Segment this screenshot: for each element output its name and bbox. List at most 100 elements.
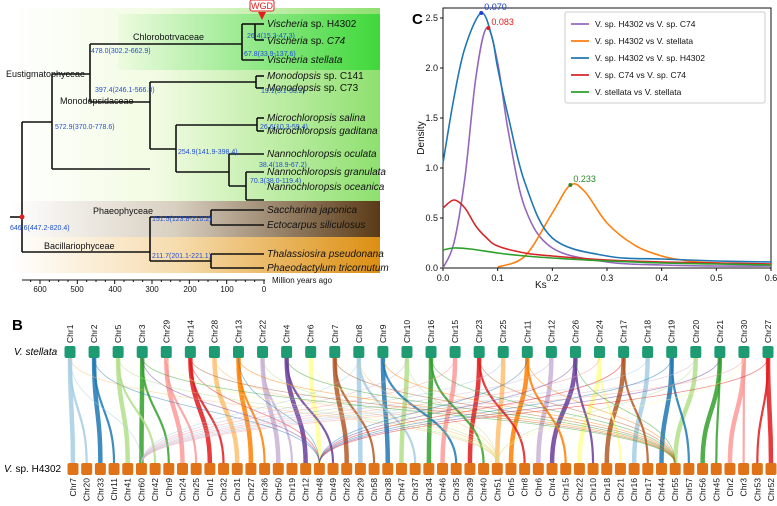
bacillariophyceae-bg [10, 237, 380, 273]
chromosome-top [666, 346, 678, 358]
chromosome-top-label: Chr8 [354, 324, 364, 343]
ks-density-chart: 0.070 0.083 0.233 0.0 0.5 1.0 1.5 2.0 2.5 0.0 0.… [416, 2, 777, 291]
chromosome-bottom [437, 463, 449, 475]
chromosome-bottom-label: Chr25 [191, 478, 201, 501]
top-genome-label: V. stellata [14, 347, 58, 358]
chromosome-top-label: Chr3 [137, 324, 147, 343]
chromosome-bottom-label: Chr10 [588, 478, 598, 501]
chromosome-bottom-label: Chr22 [574, 478, 584, 501]
chromosome-top-label: Chr17 [619, 320, 629, 343]
chromosome-bottom-label: Chr39 [465, 478, 475, 501]
species-label: Nannochloropsis oculata [267, 149, 377, 160]
chromosome-bottom-label: Chr33 [95, 478, 105, 501]
species-label: Vischeria sp. C74 [267, 36, 346, 47]
synteny-link [577, 356, 602, 465]
chromosome-bottom-label: Chr49 [328, 478, 338, 501]
chromosome-bottom [450, 463, 462, 475]
synteny-link-minor [69, 356, 142, 465]
synteny-link [598, 356, 622, 465]
chromosome-top [521, 346, 533, 358]
chromosome-top-label: Chr12 [546, 320, 556, 343]
synteny-link-minor [189, 356, 320, 465]
chromosome-top-label: Chr28 [209, 320, 219, 343]
time-tick-label: 100 [220, 285, 234, 294]
chromosome-top-label: Chr10 [402, 320, 412, 343]
chromosome-top [401, 346, 413, 358]
wgd-marker: WGD [249, 0, 275, 20]
synteny-link-minor [318, 356, 576, 465]
chromosome-bottom-label: Chr29 [355, 478, 365, 501]
chromosome-bottom-label: Chr12 [301, 478, 311, 501]
node-age: 70.3(38.0-119.4) [250, 178, 301, 185]
y-tick-label: 1.5 [425, 113, 438, 123]
synteny-link [631, 356, 650, 465]
synteny-link-minor [189, 356, 676, 465]
tree-branches [10, 23, 264, 269]
synteny-link-minor [318, 356, 721, 465]
legend-entry: V. stellata vs V. stellata [595, 87, 682, 97]
chromosome-top-label: Chr4 [282, 324, 292, 343]
chromosome-top-label: Chr19 [667, 320, 677, 343]
chromosome-bottom-label: Chr53 [752, 478, 762, 501]
group-chlorobotryaceae: Chlorobotrvaceae [133, 32, 204, 42]
y-axis-label: Density [416, 121, 427, 154]
synteny-link-minor [318, 356, 769, 465]
chromosome-bottom-label: Chr1 [205, 478, 215, 497]
chromosome-bottom [231, 463, 243, 475]
panel-label-b: B [12, 317, 23, 334]
species-label: Vischeria sp. H4302 [267, 19, 357, 30]
chromosome-bottom-label: Chr52 [766, 478, 776, 501]
chromosome-top [618, 346, 630, 358]
x-tick-label: 0.4 [655, 273, 668, 283]
chromosome-bottom [313, 463, 325, 475]
synteny-link-minor [141, 356, 552, 465]
chromosome-bottom [505, 463, 517, 475]
chromosome-bottom-label: Chr32 [219, 478, 229, 501]
chromosome-bottom-label: Chr27 [246, 478, 256, 501]
synteny-link-minor [238, 356, 676, 465]
species-label: Phaeodactylum tricornutum [267, 263, 389, 274]
chromosome-bottom [176, 463, 188, 475]
chromosome-bottom [642, 463, 654, 475]
synteny-link [670, 356, 690, 465]
chromosome-top-label: Chr15 [450, 320, 460, 343]
chromosome-top [642, 346, 654, 358]
synteny-link [165, 356, 198, 465]
chromosome-bottom-label: Chr44 [657, 478, 667, 501]
peak-label: 0.070 [484, 2, 507, 12]
species-label: Monodopsis sp. C141 [267, 71, 364, 82]
density-curve-5 [442, 247, 772, 266]
chromosome-bottom-label: Chr24 [177, 478, 187, 501]
chromosome-bottom [259, 463, 271, 475]
species-label: Nannochloropsis granulata [267, 167, 386, 178]
chromosome-top [305, 346, 317, 358]
synteny-link-minor [318, 356, 528, 465]
chromosome-bottom-label: Chr45 [711, 478, 721, 501]
chromosome-top [64, 346, 76, 358]
chromosome-bottom [300, 463, 312, 475]
chromosome-bottom [587, 463, 599, 475]
synteny-link [467, 356, 482, 465]
species-label: Microchloropsis salina [267, 113, 366, 124]
species-label: Nannochloropsis oceanica [267, 182, 385, 193]
chromosome-top [257, 346, 269, 358]
node-age: 254.9(141.9-398.4) [178, 149, 238, 156]
time-axis-label: Million years ago [272, 276, 333, 285]
chromosome-bottom [573, 463, 585, 475]
synteny-link [574, 356, 595, 465]
chromosome-top-label: Chr16 [426, 320, 436, 343]
synteny-link-minor [238, 356, 320, 465]
group-eustigmatophyceae: Eustigmatophyceae [6, 69, 85, 79]
density-curve-2 [497, 182, 772, 268]
chromosome-bottom [546, 463, 558, 475]
time-tick-label: 400 [108, 285, 122, 294]
chromosome-bottom [409, 463, 421, 475]
root-node [19, 214, 25, 220]
synteny-link [357, 356, 417, 465]
chromosome-top-label: Chr29 [161, 320, 171, 343]
chromosome-bottom [532, 463, 544, 475]
synteny-link-minor [141, 356, 649, 465]
synteny-link [756, 356, 770, 465]
species-label: Ectocarpus siliculosus [267, 220, 365, 231]
density-curve-4 [442, 199, 772, 265]
